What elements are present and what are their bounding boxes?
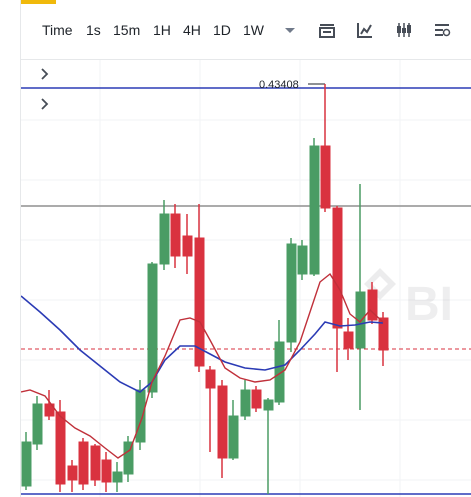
settings-icon[interactable] xyxy=(432,20,452,40)
watermark-text: BI xyxy=(405,278,453,331)
indicator-icon[interactable] xyxy=(317,20,337,40)
interval-1w[interactable]: 1W xyxy=(243,22,264,38)
ma-fast-line xyxy=(21,272,384,459)
chevron-down-icon[interactable] xyxy=(280,20,300,40)
interval-1s[interactable]: 1s xyxy=(86,22,101,38)
chart-toolbar: Time 1s 15m 1H 4H 1D 1W xyxy=(0,0,471,60)
candle-up xyxy=(21,138,366,494)
collapse-indicator-1[interactable] xyxy=(41,68,49,80)
toolbar-divider xyxy=(20,59,471,60)
interval-4h[interactable]: 4H xyxy=(183,22,201,38)
interval-1d[interactable]: 1D xyxy=(213,22,231,38)
collapse-indicator-2[interactable] xyxy=(41,98,49,110)
candles-icon[interactable] xyxy=(394,20,414,40)
active-tab-indicator xyxy=(20,0,56,4)
chart-line-icon[interactable] xyxy=(355,20,375,40)
candlestick-chart[interactable]: BI 0.43408 xyxy=(21,60,471,497)
interval-1h[interactable]: 1H xyxy=(153,22,171,38)
ma-slow-line xyxy=(21,295,384,393)
candle-down xyxy=(44,84,389,492)
interval-time[interactable]: Time xyxy=(42,22,73,38)
high-price-label: 0.43408 xyxy=(259,79,299,91)
grid xyxy=(21,60,471,497)
interval-15m[interactable]: 15m xyxy=(113,22,141,38)
left-border xyxy=(20,0,21,497)
candles xyxy=(21,84,389,494)
